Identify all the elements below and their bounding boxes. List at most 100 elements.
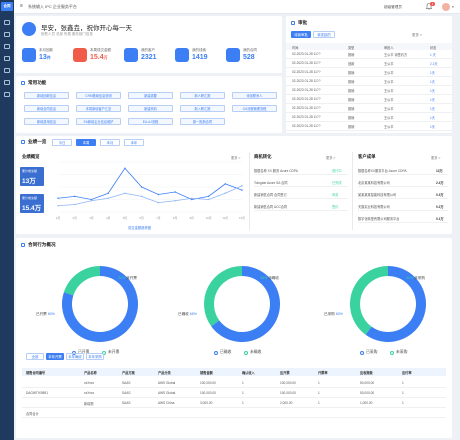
approval-row[interactable]: 02-2023 01-28 11?? 报销 王公平 1天 (286, 77, 452, 86)
contract-tab-0[interactable]: 全部 (26, 353, 44, 360)
sidebar-task-icon[interactable] (4, 80, 10, 85)
product-row[interactable]: 新建销售合同 合同签订 商务 (254, 190, 348, 199)
approval-cell: 02-2023 01-28 11?? (292, 106, 321, 110)
function-button[interactable]: OA流程管理流程 (232, 105, 277, 112)
table-row[interactable]: xxXxxx SAAS AWS Global 100,000.00 1 100,000.0… (22, 378, 446, 388)
function-button[interactable]: 新增回款信息 (24, 92, 69, 99)
approval-cell: 1天 (430, 98, 435, 102)
donut-slice-minor (204, 266, 242, 327)
approval-row[interactable]: 02-2023 01-28 11?? 报销 王公平 1天 (286, 95, 452, 104)
function-button[interactable]: 新建需要 (128, 92, 173, 99)
customer-row[interactable]: 北京某某科技有限公司 2.4万 (358, 178, 448, 187)
x-tick-label: 2月 (73, 216, 78, 220)
donut-main-label: 已开票80% (36, 312, 55, 317)
approval-cell: 02-2023 01-28 11?? (292, 97, 321, 101)
approval-row[interactable]: 02-2023 01-28 11?? 报销 王公平 1天 (286, 86, 452, 95)
sidebar-home-icon[interactable] (4, 20, 10, 25)
sidebar-settings-icon[interactable] (4, 92, 10, 97)
user-avatar[interactable] (442, 3, 450, 11)
segment-2[interactable]: 本月 (100, 139, 120, 146)
table-cell: SAAS (122, 391, 131, 395)
product-row[interactable]: 数据名称 XX 服务 Azure CDPA 进行中 (254, 166, 348, 175)
table-row[interactable]: 合同合计 (22, 408, 446, 418)
table-row[interactable]: DAGWTIX9891 xxXxxx SAAS AWS Global 100,000.0… (22, 388, 446, 398)
approval-cell: 王公平 (384, 107, 394, 111)
sidebar-customer-icon[interactable] (4, 32, 10, 37)
approval-row[interactable]: 02-2023 01-28 11?? 报销 王公平 1天 (286, 68, 452, 77)
functions-title: 常用功能 (28, 80, 47, 85)
product-more-link[interactable]: 更多 > (326, 156, 336, 160)
approval-cell: 02-2023 01-28 11?? (292, 88, 321, 92)
stat-number: 2321 (141, 54, 157, 61)
user-name[interactable]: 超级管理员 (384, 5, 402, 9)
table-cell: 100,000.00 (200, 381, 216, 385)
approval-row[interactable]: 02-2023 01-28 11?? 报销 王公平 1天 (286, 122, 452, 131)
segment-1[interactable]: 本周 (76, 139, 96, 146)
customer-row[interactable]: 数据名称XX服务平台 Azure CDPA 13万 (358, 166, 448, 175)
function-button[interactable]: 新人职汇报 (180, 92, 225, 99)
x-tick-label: 10月 (206, 216, 212, 220)
table-header-cell: 确认收入 (242, 371, 255, 375)
function-button[interactable]: 新建商机 (128, 105, 173, 112)
contract-tab-3[interactable]: 本年采购 (86, 353, 104, 360)
customer-value: 0.3万 (436, 193, 444, 197)
segment-3[interactable]: 本年 (124, 139, 144, 146)
stat-money: 本月回款 13件 (22, 46, 70, 68)
function-button[interactable]: 新增合同信息 (24, 105, 69, 112)
approval-cell: 王公平 (384, 98, 394, 102)
segment-0[interactable]: 今日 (52, 139, 72, 146)
sidebar-chart-icon[interactable] (4, 56, 10, 61)
contract-icon (226, 48, 240, 62)
stat-unit: 件 (46, 55, 51, 60)
sidebar-contract-icon[interactable] (4, 44, 10, 49)
table-cell: 1,000.00 (360, 401, 373, 405)
contract-tab-2[interactable]: 本年确收 (66, 353, 84, 360)
summary-card: 业绩一览 今日 本周 本月 本年 业绩概览 更多 > 累计成交额 13万 累计成交额 … (16, 136, 452, 234)
data-point (207, 198, 210, 201)
donut-slice-major (365, 266, 426, 342)
customer-name: 数字化转型有限公司服务平台 (358, 217, 400, 221)
product-status: 进行中 (332, 169, 342, 173)
deal-icon (73, 48, 87, 62)
x-tick-label: 8月 (173, 216, 178, 220)
contract-title: 合同行为概况 (28, 242, 56, 247)
legend-label: 已采购 (366, 350, 378, 354)
customer-more-link[interactable]: 更多 > (431, 156, 441, 160)
function-button[interactable]: 添加联系人 (232, 92, 277, 99)
contract-table-header: 销售合同编号 产品名称 产品方案 产品分类 销售金额 确认收入 应开票 开票率 应收账款 应付率 (22, 368, 446, 376)
approval-row[interactable]: 02-2023 01-28 11?? 报销 王公平 1天 (286, 113, 452, 122)
customer-row[interactable]: 数字化转型有限公司服务平台 0.1万 (358, 214, 448, 223)
table-row[interactable]: 新增额 SAAS AWS China 3,000.00 1 2,000.00 1 1,000.… (22, 398, 446, 408)
topbar: ≡ 系统输入 IPC 企业服务平台 超级管理员 4 ▾ (14, 0, 460, 14)
function-button[interactable]: EA-AJ流程 (128, 118, 173, 125)
approval-row[interactable]: 02-2023 01-28 11?? 报销 王公平 待签约方 1 天 (286, 50, 452, 59)
data-point (174, 191, 176, 193)
function-button[interactable]: 新入职汇报 (180, 105, 225, 112)
perf-more-link[interactable]: 更多 > (231, 156, 241, 160)
tab-pending[interactable]: 待我审批 (291, 31, 311, 38)
stat-label: 我的合同 (243, 48, 257, 52)
greeting-card: 早安，张鑫垚，祝你开心每一天 销售人员 总部 所属 服务部门信息 本月回款 13件… (16, 16, 282, 73)
donut-sub-pct: 20% (118, 276, 126, 280)
table-cell: 100,000.00 (280, 391, 296, 395)
tab-initiated[interactable]: 我发起的 (313, 31, 335, 38)
function-button[interactable]: 新一批新合同 (180, 118, 225, 125)
sidebar-money-icon[interactable] (4, 68, 10, 73)
customer-row[interactable]: 天猫实业科技有限公司 0.2万 (358, 202, 448, 211)
function-button[interactable]: 新增费用信息 (24, 118, 69, 125)
product-row[interactable]: Tofugate Azure SA 合同 已完成 (254, 178, 348, 187)
function-button[interactable]: EA新增企业信息维护 (76, 118, 121, 125)
function-button[interactable]: 本周新增客户汇总 (76, 105, 121, 112)
col-time: 时间 (292, 45, 299, 50)
approval-more-link[interactable]: 更多 > (412, 33, 423, 37)
menu-toggle-icon[interactable]: ≡ (20, 3, 23, 9)
customer-row[interactable]: 某某某某智能科技有限公司 0.3万 (358, 190, 448, 199)
approval-row[interactable]: 02-2023 01-28 11?? 报销 王公平 1天 (286, 104, 452, 113)
function-button[interactable]: CRM基础信息说明 (76, 92, 121, 99)
approval-cell: 1天 (430, 107, 435, 111)
chevron-down-icon[interactable]: ▾ (452, 5, 454, 9)
donut-main-label: 已确收65% (178, 312, 197, 317)
contract-tab-1[interactable]: 本年开票 (46, 353, 64, 360)
product-row[interactable]: 新建销售合同 ACC合同 签约 (254, 202, 348, 211)
approval-row[interactable]: 02-2023 01-28 11?? 回款 王公平 2.1天 (286, 59, 452, 68)
